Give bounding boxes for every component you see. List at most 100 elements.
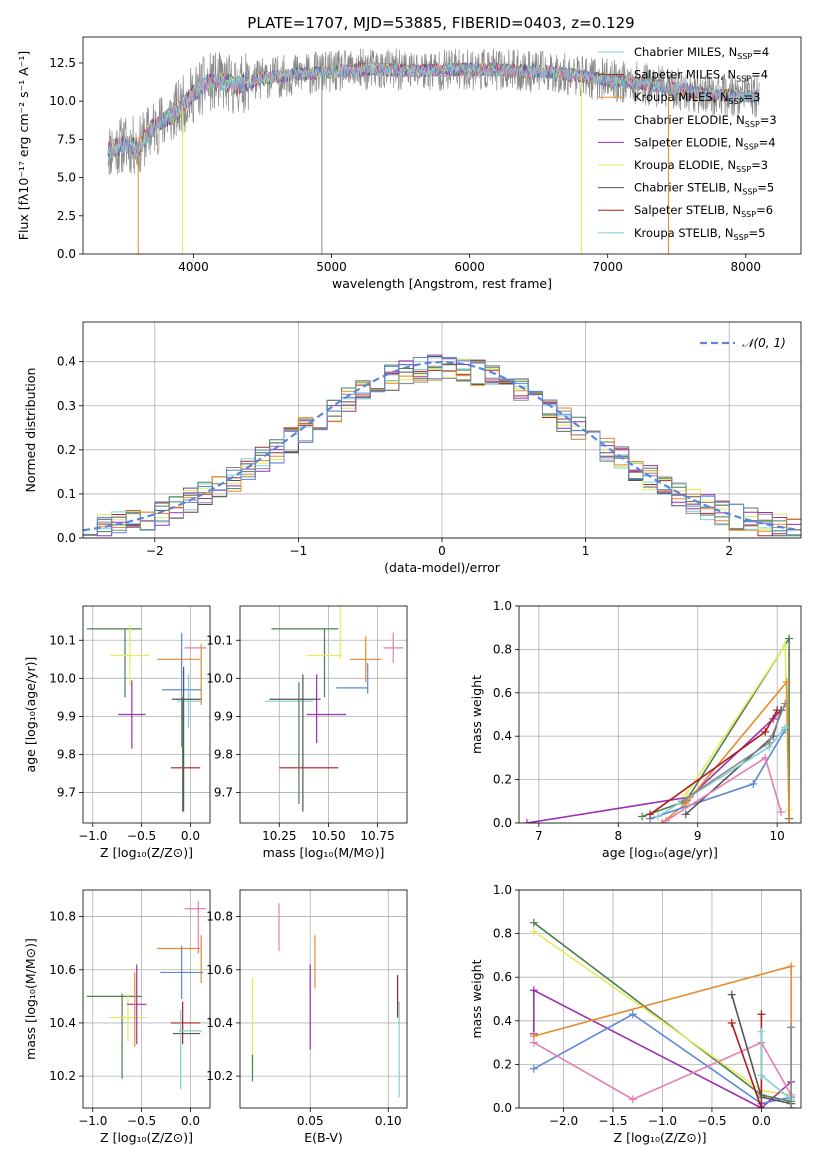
x-tick-label: 1: [582, 544, 590, 558]
weight-marker: [787, 962, 796, 971]
y-tick-label: 0.8: [493, 642, 512, 656]
x-axis-label: wavelength [Angstrom, rest frame]: [332, 276, 552, 291]
figure-title: PLATE=1707, MJD=53885, FIBERID=0403, z=0…: [247, 14, 634, 32]
y-tick-label: 9.8: [57, 747, 76, 761]
y-axis-label: Normed distribution: [23, 368, 38, 493]
axes-frame: [82, 36, 802, 255]
y-tick-label: 10.8: [206, 910, 233, 924]
plot-area: [522, 634, 794, 823]
weight-marker: [787, 1023, 796, 1032]
x-tick-label: 4000: [178, 260, 209, 274]
weight-marker: [757, 1104, 766, 1108]
y-tick-label: 12.5: [49, 56, 76, 70]
x-tick-label: −0.5: [127, 1114, 156, 1128]
y-tick-label: 10.1: [49, 633, 76, 647]
panel-age-vs-z: −1.0 −0.5 0.0 9.7 9.8 9.9 10.0 10.1 Z [log₁₀(Z/Z…: [23, 605, 211, 860]
y-tick-label: 10.4: [49, 1016, 76, 1030]
plot-area: [107, 48, 760, 254]
axes-frame: [518, 605, 802, 824]
y-tick-label: 0.4: [493, 729, 512, 743]
gaussian-curve: [83, 360, 799, 532]
weight-marker: [781, 641, 790, 650]
y-tick-label: 5.0: [57, 171, 76, 185]
legend-label: 𝒩(0, 1): [742, 336, 786, 350]
weight-marker: [749, 779, 758, 788]
plot-area: [251, 903, 400, 1098]
plot-area: [86, 900, 207, 1090]
errorbar-point: [126, 964, 147, 1045]
weight-marker: [681, 790, 690, 799]
weight-marker: [757, 1010, 766, 1019]
weight-marker: [529, 918, 538, 927]
weight-marker: [777, 808, 786, 817]
weight-marker: [628, 1010, 637, 1019]
panel-spectrum: 4000 5000 6000 7000 8000 0.0 2.5 5.0 7.5 10.0 12.5…: [16, 36, 802, 291]
weight-line: [641, 635, 790, 819]
errorbar-point: [110, 625, 150, 686]
x-tick-label: 7: [535, 829, 543, 843]
weight-marker: [628, 1095, 637, 1104]
x-tick-label: −0.5: [127, 829, 156, 843]
plot-area: [83, 354, 801, 537]
y-tick-label: 10.2: [49, 1069, 76, 1083]
errorbar-point: [108, 993, 148, 1042]
x-tick-label: −1.0: [648, 1114, 677, 1128]
x-tick-label: 0.0: [181, 829, 200, 843]
x-tick-label: 0.0: [181, 1114, 200, 1128]
legend-label: Kroupa STELIB, NSSP=5: [634, 226, 765, 242]
errorbar-point: [118, 680, 146, 749]
x-axis-label: Z [log₁₀(Z/Z⊙)]: [100, 845, 193, 860]
errorbar-point: [383, 632, 404, 664]
legend-label: Chabrier MILES, NSSP=4: [634, 45, 769, 61]
weight-line: [661, 679, 790, 823]
plot-area: [265, 606, 404, 812]
weight-marker: [727, 990, 736, 999]
legend-label: Chabrier STELIB, NSSP=5: [634, 181, 774, 197]
y-tick-label: 0.3: [57, 399, 76, 413]
panel-mass-vs-ebv: 0.05 0.10 10.2 10.4 10.6 10.8 E(B-V): [206, 889, 408, 1145]
weight-marker: [677, 797, 686, 806]
axes-frame: [239, 889, 408, 1109]
spectrum-line: [107, 61, 760, 158]
y-tick-label: 9.9: [214, 709, 233, 723]
y-tick-label: 0.4: [57, 355, 76, 369]
x-tick-label: 10: [770, 829, 785, 843]
y-tick-label: 1.0: [493, 883, 512, 897]
panel-weight-vs-z: −2.0 −1.5 −1.0 −0.5 0.0 0.0 0.2 0.4 0.6 0.8 1.0 Z […: [469, 883, 802, 1145]
residual-histogram: [83, 357, 801, 537]
y-tick-label: 10.6: [206, 963, 233, 977]
plot-area: [86, 625, 207, 812]
weight-marker: [757, 1071, 766, 1080]
weight-marker: [522, 819, 531, 823]
y-tick-label: 10.0: [49, 94, 76, 108]
legend-label: Salpeter STELIB, NSSP=6: [634, 203, 773, 219]
y-tick-label: 0.2: [57, 443, 76, 457]
panel-age-vs-mass: 10.25 10.50 10.75 9.7 9.8 9.9 10.0 10.1 mass [lo…: [206, 605, 408, 860]
residual-histogram: [83, 354, 801, 537]
weight-marker: [757, 1027, 766, 1036]
grid: [83, 890, 210, 1108]
x-tick-label: −1.0: [78, 1114, 107, 1128]
y-axis-label: age [log₁₀(age/yr)]: [23, 657, 38, 773]
weight-marker: [529, 986, 538, 995]
grid: [83, 606, 210, 823]
weight-line: [533, 988, 792, 1108]
weight-marker: [761, 727, 770, 736]
errorbar-point: [160, 945, 204, 999]
weight-marker: [781, 723, 790, 732]
x-tick-label: 7000: [592, 260, 623, 274]
panel-residuals: −2 −1 0 1 2 0.0 0.1 0.2 0.3 0.4 (data-model)/error…: [23, 321, 802, 575]
x-tick-label: −1.5: [598, 1114, 627, 1128]
x-tick-label: 9: [694, 829, 702, 843]
x-tick-label: 5000: [316, 260, 347, 274]
x-tick-label: 2: [725, 544, 733, 558]
x-tick-label: −0.5: [697, 1114, 726, 1128]
y-tick-label: 9.9: [57, 709, 76, 723]
legend-label: Kroupa ELODIE, NSSP=3: [634, 158, 768, 174]
x-tick-label: 0: [438, 544, 446, 558]
y-axis-label: mass weight: [469, 959, 484, 1038]
y-tick-label: 9.7: [57, 786, 76, 800]
weight-marker: [529, 1038, 538, 1047]
y-tick-label: 0.2: [493, 1057, 512, 1071]
